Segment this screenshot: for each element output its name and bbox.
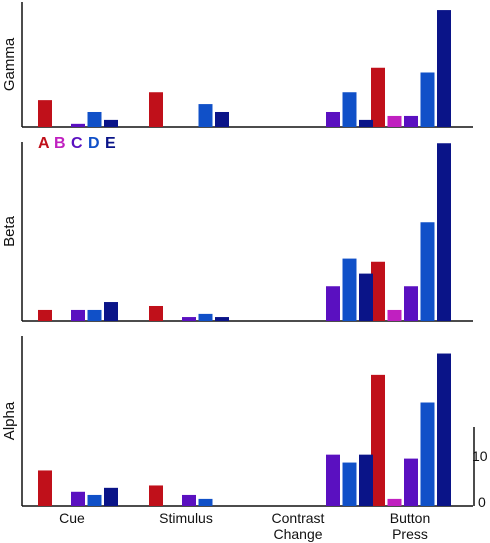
bar-beta-d-1 [198, 313, 213, 321]
chart-panels: Gamma Beta Alpha [1, 2, 473, 507]
bar-gamma-e-3 [437, 10, 451, 127]
bar-beta-a-3 [371, 261, 385, 321]
bar-beta-e-2 [359, 273, 373, 321]
bar-alpha-d-1 [198, 498, 213, 506]
legend-item-d: D [88, 135, 100, 152]
bar-gamma-d-1 [198, 104, 213, 127]
bar-alpha-c-3 [404, 458, 418, 506]
bar-beta-c-0 [71, 309, 85, 321]
scale-bar: 10 0 [472, 427, 488, 510]
legend-item-b: B [54, 135, 66, 152]
bar-beta-b-3 [387, 309, 402, 321]
bar-beta-c-3 [404, 286, 418, 321]
bar-alpha-c-1 [182, 494, 196, 506]
bar-beta-e-1 [215, 317, 229, 321]
scale-bar-low-label: 0 [478, 494, 486, 510]
bar-gamma-c-3 [404, 115, 418, 127]
bar-beta-c-1 [182, 317, 196, 321]
bar-gamma-b-3 [387, 115, 402, 127]
panel-beta: Beta [1, 142, 473, 322]
legend-item-e: E [105, 135, 116, 152]
legend-item-c: C [71, 135, 83, 152]
bar-alpha-e-3 [437, 353, 451, 506]
bar-alpha-d-2 [342, 462, 357, 506]
bar-alpha-a-0 [38, 470, 52, 506]
bar-alpha-b-3 [387, 498, 402, 506]
panel-label: Alpha [1, 401, 18, 440]
bar-alpha-d-3 [420, 402, 435, 506]
bar-gamma-a-0 [38, 100, 52, 127]
bar-gamma-c-2 [326, 111, 340, 127]
category-label: Button Press [390, 510, 430, 542]
category-labels: Cue Stimulus Contrast Change Button Press [59, 510, 430, 542]
bar-gamma-d-2 [342, 92, 357, 127]
panel-alpha: Alpha [1, 336, 473, 507]
scale-bar-high-label: 10 [472, 448, 488, 464]
bar-beta-d-0 [87, 309, 102, 321]
bar-beta-e-0 [104, 302, 118, 321]
bar-gamma-d-3 [420, 72, 435, 127]
category-label: Contrast Change [272, 510, 325, 542]
bar-alpha-c-2 [326, 454, 340, 506]
bar-alpha-c-0 [71, 491, 85, 506]
bar-beta-d-2 [342, 258, 357, 321]
bar-alpha-a-1 [149, 485, 163, 506]
bar-alpha-a-3 [371, 374, 385, 506]
bar-gamma-a-3 [371, 67, 385, 127]
bar-alpha-e-0 [104, 487, 118, 506]
bar-beta-d-3 [420, 222, 435, 321]
panel-label: Gamma [1, 37, 18, 91]
bar-gamma-a-1 [149, 92, 163, 127]
bar-beta-a-1 [149, 305, 163, 321]
bar-gamma-c-0 [71, 123, 85, 127]
category-label: Cue [59, 510, 85, 526]
bar-beta-e-3 [437, 143, 451, 321]
panel-label: Beta [1, 215, 18, 247]
bar-beta-c-2 [326, 286, 340, 321]
bar-gamma-d-0 [87, 111, 102, 127]
bar-gamma-e-1 [215, 111, 229, 127]
bar-alpha-d-0 [87, 494, 102, 506]
bar-gamma-e-2 [359, 119, 373, 127]
bar-alpha-e-2 [359, 454, 373, 506]
legend-item-a: A [38, 135, 50, 152]
category-label: Stimulus [159, 510, 213, 526]
bar-beta-a-0 [38, 309, 52, 321]
bar-gamma-e-0 [104, 119, 118, 127]
panel-gamma: Gamma [1, 2, 473, 128]
